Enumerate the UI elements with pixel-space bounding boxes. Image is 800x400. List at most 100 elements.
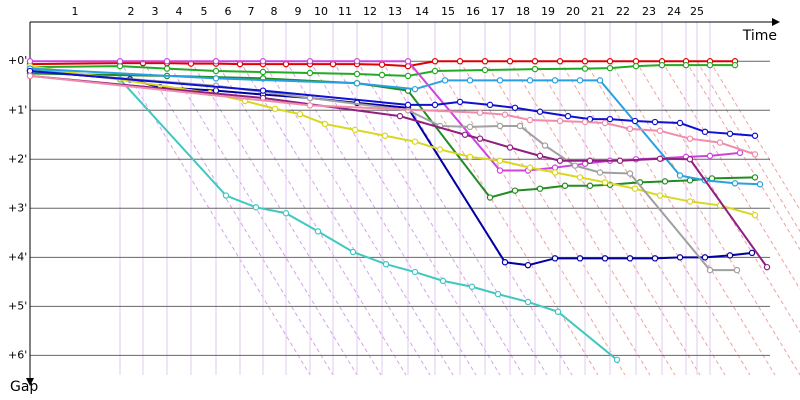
point [404,72,412,80]
x-tick-label: 6 [225,5,232,18]
point [556,157,564,164]
point [581,118,589,126]
lap-line [434,60,626,376]
point [656,155,664,162]
point [511,104,519,111]
point [706,152,714,160]
lap-line [685,60,800,251]
point [616,157,624,164]
point [411,268,419,276]
point [748,249,756,257]
point [381,132,389,139]
point [536,108,544,115]
x-tick-label: 7 [248,5,255,18]
point [404,58,412,65]
point [682,61,690,69]
x-tick-label: 3 [152,5,159,18]
point [486,194,494,201]
lap-line [309,60,501,376]
x-tick-label: 24 [667,5,681,18]
point [556,58,564,65]
point [496,77,504,84]
point [282,210,290,217]
point [531,58,539,65]
point [706,61,714,69]
point [252,204,260,211]
point [526,164,534,171]
lap-line [262,60,454,376]
point [736,149,744,157]
point [632,62,640,70]
point [626,170,634,177]
point [431,67,439,75]
point [496,122,504,130]
point [524,261,532,269]
point [716,139,724,146]
point [378,61,386,68]
point [439,277,447,285]
point [516,122,524,130]
lap-line [356,60,548,376]
series-line [29,70,737,272]
point [626,125,634,133]
point [731,180,739,187]
point [606,115,614,123]
lap-line [332,60,524,376]
point [382,260,390,268]
point [506,58,514,65]
x-tick-label: 4 [176,5,183,18]
point [436,146,444,153]
point [396,112,404,120]
point [631,185,639,192]
point [353,58,361,65]
lap-line [635,60,800,334]
point [651,118,659,126]
point [763,263,771,271]
point [306,102,314,109]
point [676,119,684,127]
point [601,179,609,186]
point [441,77,449,84]
point [564,112,572,120]
point [751,151,759,158]
point [596,169,604,176]
x-tick-label: 8 [271,5,278,18]
point [501,259,509,266]
point [353,80,361,87]
point [586,182,594,189]
lap-line [534,60,726,376]
x-tick-label: 12 [363,5,377,18]
point [306,69,314,77]
x-tick-label: 2 [128,5,135,18]
point [351,126,359,134]
point [353,70,361,78]
point [676,172,684,179]
point [631,117,639,125]
x-tick-label: 22 [616,5,630,18]
point [606,58,614,65]
x-tick-label: 21 [591,5,605,18]
point [526,77,534,84]
point [656,192,664,199]
y-tick-label: +4' [8,250,27,263]
y-axis-arrow [26,378,34,386]
point [494,290,502,298]
x-tick-label: 10 [314,5,328,18]
point [701,128,709,136]
point [431,101,439,109]
point [551,255,559,262]
point [581,160,589,167]
point [236,60,244,68]
point [466,77,474,84]
point [506,144,514,151]
point [686,156,694,163]
point [651,255,659,262]
y-tick-label: +3' [8,201,27,214]
lap-line [215,60,407,376]
point [601,255,609,262]
point [466,123,474,131]
point [576,174,584,181]
point [686,135,694,142]
point [259,87,267,94]
point [481,58,489,65]
